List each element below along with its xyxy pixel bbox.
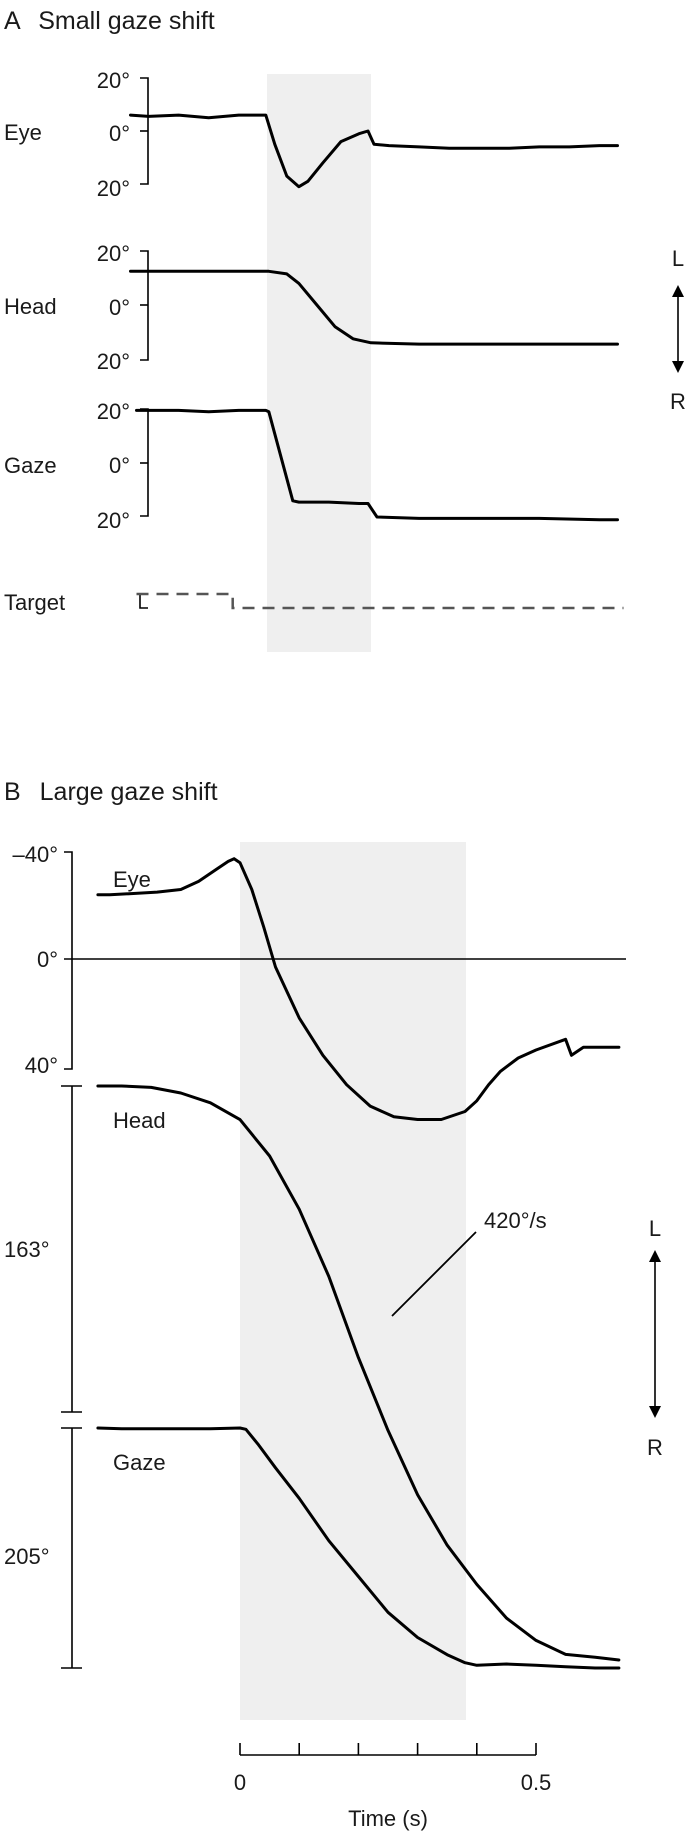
panel-b-letter: B <box>4 778 21 806</box>
panel-a-title: A Small gaze shift <box>4 7 215 35</box>
panel-a-gaze-trace <box>135 408 619 522</box>
panel-b-eye-trace <box>96 857 621 1121</box>
panel-a-target-label: Target <box>4 590 65 615</box>
panel-b-time-axis: 0 0.5 <box>234 1743 551 1795</box>
panel-a-shaded-interval <box>267 74 371 652</box>
panel-b-gaze-trace <box>96 1426 621 1670</box>
panel-a-direction-arrow-up-head <box>672 285 684 297</box>
panel-b-eye-tick-bottom: 40° <box>25 1053 58 1078</box>
panel-b-direction-right-label: R <box>647 1435 663 1460</box>
panel-b-direction-indicator: L R <box>647 1216 663 1460</box>
panel-a-head-trace <box>129 269 619 346</box>
panel-b-direction-arrow-down-head <box>649 1406 661 1418</box>
panel-a-direction-arrow-down-head <box>672 361 684 373</box>
panel-a-eye-label: Eye <box>4 120 42 145</box>
panel-a-gaze-tick-top: 20° <box>97 399 130 424</box>
panel-a-eye-tick-mid: 0° <box>109 121 130 146</box>
panel-a-letter: A <box>4 7 21 35</box>
panel-a-gaze-tick-mid: 0° <box>109 453 130 478</box>
panel-b-title: B Large gaze shift <box>4 778 218 806</box>
panel-a-eye-tick-top: 20° <box>97 68 130 93</box>
panel-b-head-bracket <box>61 1085 82 1413</box>
panel-a-direction-indicator: L R <box>670 246 686 414</box>
panel-a-gaze-tick-bottom: 20° <box>97 508 130 533</box>
panel-b-head-amplitude: 163° <box>4 1237 50 1262</box>
panel-b-eye-tick-top: –40° <box>12 842 58 867</box>
panel-b-eye-axis <box>64 851 73 1070</box>
panel-a-head-tick-top: 20° <box>97 241 130 266</box>
panel-b-direction-arrow-up-head <box>649 1250 661 1262</box>
panel-a-head-tick-mid: 0° <box>109 295 130 320</box>
panel-a: A Small gaze shift 20° 0° 20° Eye 20° 0°… <box>4 7 686 652</box>
panel-a-direction-left-label: L <box>672 246 684 271</box>
panel-b-head-trace <box>96 1084 621 1662</box>
panel-b-eye-tick-mid: 0° <box>37 947 58 972</box>
panel-b-title-text: Large gaze shift <box>40 778 218 806</box>
panel-a-eye-tick-bottom: 20° <box>97 176 130 201</box>
panel-b-shaded-interval <box>240 842 466 1720</box>
panel-b-direction-left-label: L <box>649 1216 661 1241</box>
panel-b: B Large gaze shift –40° 0° 40° Eye 163° … <box>4 778 663 1831</box>
panel-a-head-tick-bottom: 20° <box>97 349 130 374</box>
panel-b-eye-label: Eye <box>113 867 151 892</box>
panel-a-eye-trace <box>129 113 619 189</box>
panel-b-gaze-amplitude: 205° <box>4 1544 50 1569</box>
panel-b-time-tick-label: 0 <box>234 1770 246 1795</box>
panel-b-annotation-leader <box>391 1231 477 1317</box>
panel-b-time-axis-label: Time (s) <box>348 1806 428 1831</box>
panel-a-head-label: Head <box>4 294 57 319</box>
panel-a-target-marker <box>139 593 148 609</box>
panel-b-time-tick-label: 0.5 <box>521 1770 552 1795</box>
panel-a-target-trace <box>136 592 624 610</box>
panel-a-gaze-label: Gaze <box>4 453 57 478</box>
panel-a-direction-right-label: R <box>670 389 686 414</box>
panel-b-gaze-label: Gaze <box>113 1450 166 1475</box>
panel-b-annotation: 420°/s <box>484 1208 547 1233</box>
panel-a-title-text: Small gaze shift <box>38 7 215 35</box>
panel-b-head-label: Head <box>113 1108 166 1133</box>
panel-b-gaze-bracket <box>61 1427 82 1669</box>
